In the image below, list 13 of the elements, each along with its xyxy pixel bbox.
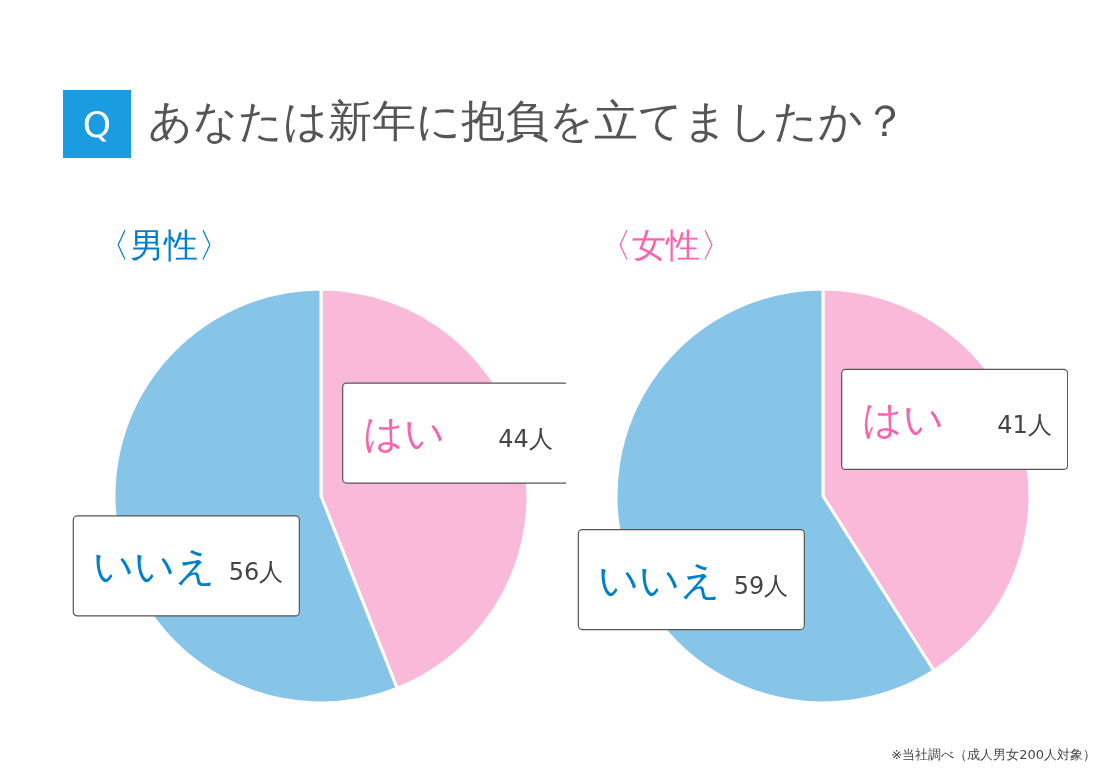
text: あなたは新年に抱負を立てましたか？ [148, 94, 907, 148]
slice-label: はい [362, 410, 445, 457]
slice-label: はい [861, 396, 944, 443]
text: ※当社調べ（成人男女200人対象） [891, 746, 1096, 764]
chart-title: 〈男性〉 [96, 224, 232, 267]
data-label: 44人 [498, 425, 553, 454]
slice-label: いいえ [93, 542, 217, 589]
data-label: 56人 [228, 557, 284, 586]
slice-label: いいえ [598, 556, 722, 603]
data-label: 59人 [733, 571, 789, 600]
chart-title: 〈女性〉 [598, 224, 734, 267]
text: Q [63, 90, 131, 158]
data-label: 41人 [997, 411, 1052, 440]
